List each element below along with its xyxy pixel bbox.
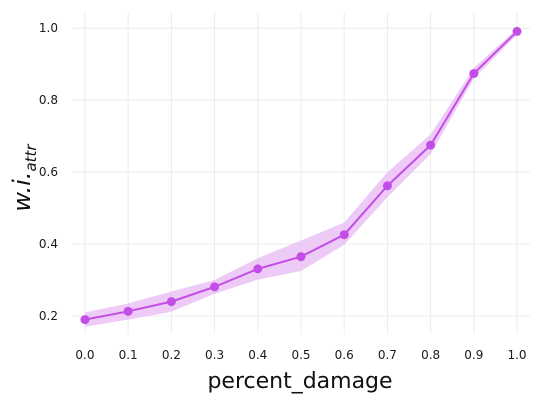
x-tick-label: 1.0 <box>507 348 526 362</box>
data-point <box>80 315 90 325</box>
confidence-band-layer <box>84 28 518 327</box>
x-tick-label: 0.0 <box>75 348 94 362</box>
data-point <box>296 252 306 262</box>
x-tick-label: 0.5 <box>291 348 310 362</box>
x-tick-label: 0.7 <box>378 348 397 362</box>
confidence-band <box>84 28 518 327</box>
x-tick-label: 0.3 <box>205 348 224 362</box>
data-point <box>210 282 220 292</box>
x-tick-label: 0.2 <box>162 348 181 362</box>
y-tick-label: 1.0 <box>39 21 58 35</box>
data-point <box>512 26 522 36</box>
data-point <box>253 264 263 274</box>
y-tick-label: 0.4 <box>39 237 58 251</box>
x-tick-label: 0.4 <box>248 348 267 362</box>
data-point <box>123 306 133 316</box>
x-tick-label: 0.1 <box>119 348 138 362</box>
data-point <box>339 230 349 240</box>
x-tick-label: 0.8 <box>421 348 440 362</box>
x-tick-labels: 0.0 0.1 0.2 0.3 0.4 0.5 0.6 0.7 0.8 0.9 1.0 <box>75 348 526 362</box>
y-tick-labels: 0.2 0.4 0.6 0.8 1.0 <box>39 21 58 323</box>
x-axis-label: percent_damage <box>207 369 392 394</box>
y-axis-label-main: w.i. <box>8 172 36 212</box>
y-axis-label-subscript: attr <box>22 144 40 172</box>
y-tick-label: 0.2 <box>39 309 58 323</box>
data-point <box>382 181 392 191</box>
x-tick-label: 0.6 <box>335 348 354 362</box>
data-point <box>166 297 176 307</box>
data-point-layer <box>80 26 522 325</box>
x-tick-label: 0.9 <box>464 348 483 362</box>
grid <box>72 12 530 334</box>
data-point <box>469 69 479 79</box>
y-tick-label: 0.6 <box>39 165 58 179</box>
data-point <box>426 140 436 150</box>
y-tick-label: 0.8 <box>39 93 58 107</box>
y-axis-label: w.i.attr <box>8 144 40 212</box>
